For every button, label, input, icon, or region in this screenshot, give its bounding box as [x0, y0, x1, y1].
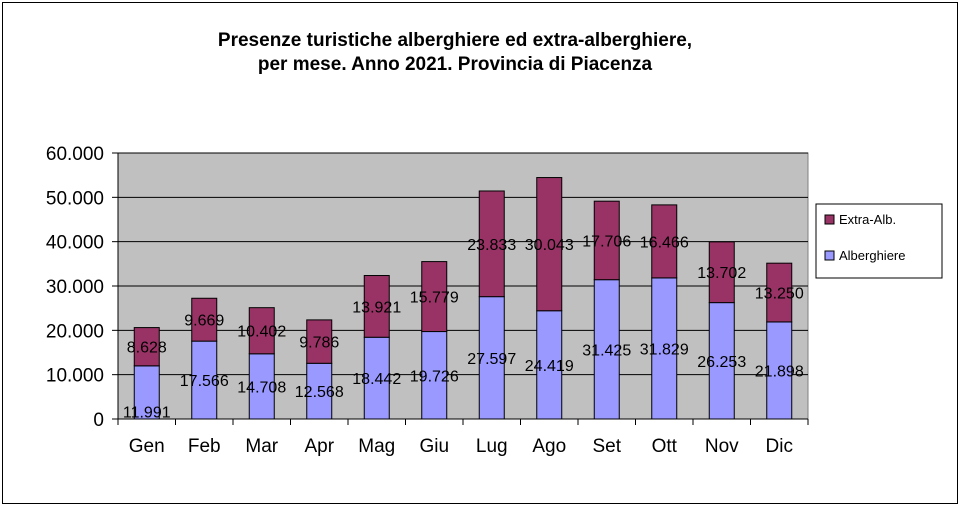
bar-alberghiere: [248, 353, 275, 420]
x-tick-label: Dic: [766, 436, 793, 457]
bar-alberghiere: [421, 331, 448, 420]
bars: [133, 177, 793, 420]
chart-subtitle: per mese. Anno 2021. Provincia di Piacen…: [258, 54, 653, 75]
data-label-alberghiere: 24.419: [525, 358, 574, 375]
bar-alberghiere: [133, 365, 160, 420]
bar-extra-alb: [478, 190, 505, 298]
x-tick-label: Mag: [358, 436, 395, 457]
x-tick-label: Lug: [476, 436, 508, 457]
data-label-extra-alb: 16.466: [640, 234, 689, 251]
data-label-alberghiere: 26.253: [697, 354, 746, 371]
y-tick-label: 0: [93, 410, 104, 431]
y-axis-ticks: 0 10.000 20.000 30.000 40.000 50.000 60.000: [46, 144, 118, 431]
data-label-alberghiere: 27.597: [467, 351, 516, 368]
x-tick-label: Giu: [419, 436, 449, 457]
legend-box: [815, 203, 943, 279]
bar-extra-alb: [248, 307, 275, 355]
y-tick-label: 60.000: [46, 144, 104, 165]
data-label-alberghiere: 11.991: [123, 404, 171, 421]
bar-extra-alb: [306, 319, 333, 364]
gridlines: [118, 152, 808, 376]
bar-alberghiere: [191, 340, 218, 420]
data-label-alberghiere: 18.442: [352, 371, 401, 388]
data-label-extra-alb: 9.669: [184, 313, 224, 330]
data-label-extra-alb: 13.702: [697, 265, 746, 282]
legend-swatch-alberghiere: [824, 250, 835, 261]
bar-extra-alb: [191, 297, 218, 342]
x-axis-ticks: Gen Feb Mar Apr Mag Giu Lug Ago Set Ott Nov Dic: [117, 419, 809, 457]
data-label-extra-alb: 10.402: [237, 324, 286, 341]
y-tick-label: 30.000: [46, 277, 104, 298]
x-tick-label: Mar: [245, 436, 278, 457]
bar-extra-alb: [766, 262, 793, 323]
legend: Extra-Alb. Alberghiere: [815, 203, 943, 279]
legend-label-extra-alb: Extra-Alb.: [839, 212, 896, 227]
legend-swatch-extra-alb: [824, 214, 835, 225]
x-tick-label: Feb: [188, 436, 221, 457]
data-label-alberghiere: 19.726: [410, 368, 459, 385]
bar-extra-alb: [421, 261, 448, 333]
bar-extra-alb: [651, 204, 678, 279]
y-tick-label: 40.000: [46, 233, 104, 254]
x-tick-label: Set: [592, 436, 621, 457]
bar-alberghiere: [766, 321, 793, 420]
bar-alberghiere: [306, 362, 333, 420]
bar-extra-alb: [708, 241, 735, 304]
bar-alberghiere: [708, 302, 735, 420]
data-label-extra-alb: 9.786: [299, 335, 339, 352]
data-label-extra-alb: 13.250: [755, 286, 804, 303]
legend-label-alberghiere: Alberghiere: [839, 248, 906, 263]
x-tick-label: Apr: [304, 436, 334, 457]
bar-extra-alb: [593, 200, 620, 281]
data-label-extra-alb: 15.779: [410, 290, 459, 307]
bar-alberghiere: [536, 310, 563, 420]
data-label-alberghiere: 21.898: [755, 363, 804, 380]
x-tick-label: Ago: [532, 436, 566, 457]
bar-alberghiere: [651, 277, 678, 420]
data-label-extra-alb: 13.921: [352, 299, 401, 316]
x-tick-label: Nov: [705, 436, 739, 457]
data-label-alberghiere: 31.425: [582, 342, 631, 359]
bar-extra-alb: [133, 327, 160, 367]
y-tick-label: 20.000: [46, 321, 104, 342]
x-tick-label: Ott: [652, 436, 678, 457]
data-label-alberghiere: 12.568: [295, 384, 344, 401]
x-tick-label: Gen: [129, 436, 165, 457]
chart-title: Presenze turistiche alberghiere ed extra…: [218, 30, 692, 51]
data-label-extra-alb: 8.628: [127, 340, 167, 357]
y-tick-label: 50.000: [46, 188, 104, 209]
bar-extra-alb: [363, 275, 390, 338]
bar-extra-alb: [536, 177, 563, 312]
data-labels: 11.991 8.628 17.566 9.669 14.708 10.402 12.568…: [123, 233, 804, 421]
data-label-extra-alb: 23.833: [467, 237, 516, 254]
data-label-alberghiere: 14.708: [237, 379, 286, 396]
bar-alberghiere: [478, 296, 505, 420]
data-label-alberghiere: 31.829: [640, 341, 689, 358]
data-label-extra-alb: 17.706: [582, 233, 631, 250]
y-tick-label: 10.000: [46, 366, 104, 387]
data-label-extra-alb: 30.043: [525, 237, 574, 254]
data-label-alberghiere: 17.566: [180, 373, 229, 390]
